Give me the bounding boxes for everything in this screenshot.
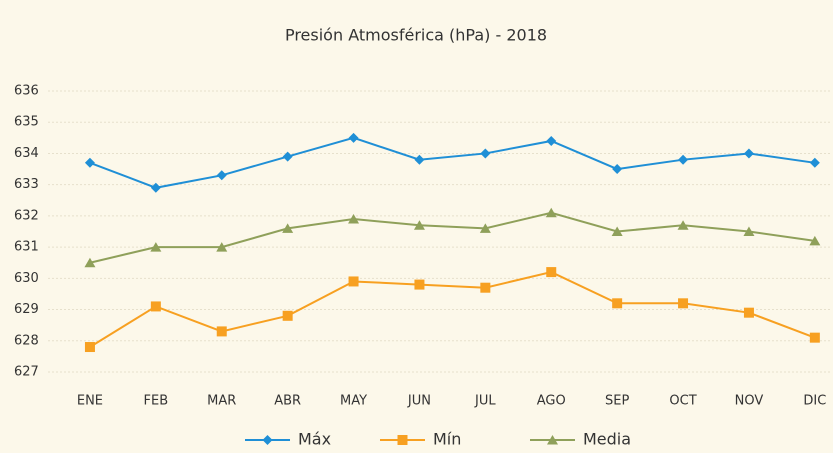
marker bbox=[743, 226, 755, 236]
x-tick-label: JUL bbox=[474, 394, 496, 409]
marker bbox=[809, 235, 821, 246]
y-tick-label: 633 bbox=[14, 177, 39, 192]
marker bbox=[545, 207, 557, 218]
marker bbox=[84, 157, 95, 168]
marker bbox=[413, 220, 425, 230]
y-tick-label: 628 bbox=[14, 333, 39, 348]
marker bbox=[678, 154, 689, 165]
y-tick-label: 634 bbox=[14, 146, 39, 161]
marker bbox=[150, 301, 161, 312]
marker bbox=[677, 220, 689, 230]
legend-text: Máx bbox=[298, 430, 331, 449]
marker bbox=[479, 223, 491, 233]
x-tick-label: SEP bbox=[605, 394, 629, 409]
y-tick-label: 635 bbox=[14, 115, 39, 130]
y-tick-label: 631 bbox=[14, 240, 39, 255]
marker bbox=[414, 279, 425, 290]
marker bbox=[282, 310, 293, 321]
marker bbox=[546, 135, 557, 146]
x-tick-label: DIC bbox=[803, 394, 826, 409]
marker bbox=[282, 223, 294, 233]
series-line bbox=[89, 271, 816, 348]
marker bbox=[216, 326, 227, 337]
x-tick-label: NOV bbox=[735, 394, 764, 409]
x-tick-label: FEB bbox=[144, 394, 169, 409]
marker bbox=[282, 151, 293, 162]
marker bbox=[348, 276, 359, 287]
marker bbox=[84, 342, 95, 353]
marker bbox=[414, 154, 425, 165]
marker bbox=[150, 242, 162, 252]
x-tick-label: JUN bbox=[407, 394, 431, 409]
y-tick-label: 632 bbox=[14, 208, 39, 223]
marker bbox=[743, 148, 754, 159]
y-tick-label: 636 bbox=[14, 84, 39, 99]
y-tick-label: 627 bbox=[14, 365, 39, 380]
marker bbox=[150, 182, 161, 193]
marker bbox=[743, 307, 754, 318]
marker bbox=[480, 282, 491, 293]
marker bbox=[84, 257, 96, 268]
marker bbox=[678, 298, 689, 309]
marker bbox=[216, 242, 228, 252]
marker bbox=[480, 148, 491, 159]
marker bbox=[612, 298, 623, 309]
marker bbox=[348, 214, 360, 224]
y-tick-label: 630 bbox=[14, 271, 39, 286]
marker bbox=[809, 332, 820, 343]
series-line bbox=[89, 136, 815, 189]
marker bbox=[262, 435, 273, 445]
marker bbox=[612, 164, 623, 175]
marker bbox=[547, 435, 558, 445]
chart-title: Presión Atmosférica (hPa) - 2018 bbox=[285, 26, 547, 45]
marker bbox=[216, 170, 227, 181]
marker bbox=[611, 226, 623, 236]
x-tick-label: MAY bbox=[340, 394, 367, 409]
marker bbox=[546, 267, 557, 278]
x-tick-label: ENE bbox=[77, 394, 103, 409]
x-tick-label: AGO bbox=[537, 394, 566, 409]
marker bbox=[397, 435, 408, 445]
marker bbox=[809, 157, 820, 168]
legend-text: Media bbox=[583, 430, 631, 449]
series-line bbox=[89, 211, 815, 264]
marker bbox=[348, 132, 359, 143]
x-tick-label: MAR bbox=[207, 394, 236, 409]
legend-text: Mín bbox=[433, 430, 461, 449]
y-tick-label: 629 bbox=[14, 302, 39, 317]
x-tick-label: OCT bbox=[669, 394, 696, 409]
x-tick-label: ABR bbox=[274, 394, 301, 409]
